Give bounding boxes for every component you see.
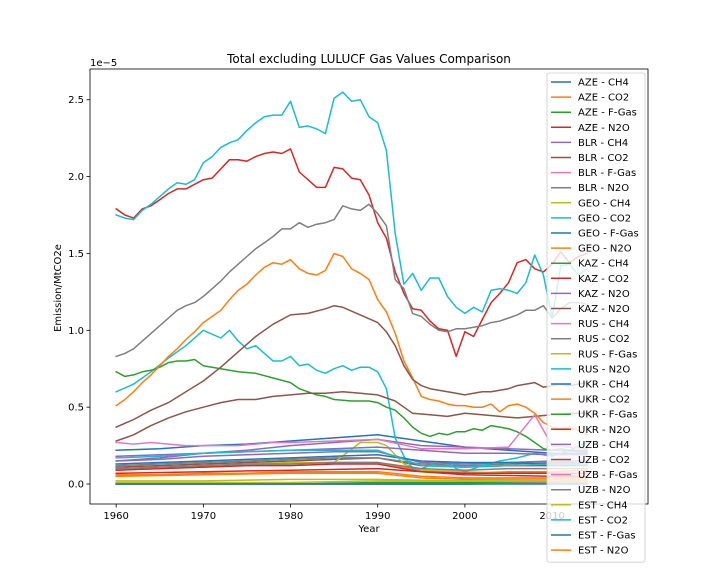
x-tick-label: 1990: [365, 511, 390, 522]
series-line-15: [115, 391, 588, 442]
legend-label: BLR - F-Gas: [578, 168, 636, 179]
legend-label: GEO - F-Gas: [578, 229, 639, 240]
axes-frame: [89, 68, 649, 505]
legend-label: UZB - F-Gas: [578, 470, 638, 481]
series-line-16: [115, 414, 588, 450]
x-axis-label: Year: [357, 524, 380, 535]
y-tick-label: 1.0: [68, 326, 84, 337]
legend-label: GEO - CO2: [578, 213, 631, 224]
legend-frame: [546, 72, 646, 563]
legend-label: UKR - CO2: [578, 395, 630, 406]
legend-label: GEO - N2O: [578, 244, 632, 255]
y-tick-label: 2.5: [68, 95, 84, 106]
series-line-17: [115, 203, 588, 358]
legend-label: EST - CH4: [578, 500, 628, 511]
chart-title: Total excluding LULUCF Gas Values Compar…: [226, 52, 511, 66]
legend-label: EST - CO2: [578, 515, 628, 526]
legend-label: KAZ - N2O: [578, 304, 630, 315]
y-axis-label: Emission/MtCO2e: [53, 244, 64, 332]
legend-label: UKR - CH4: [578, 380, 630, 391]
legend-label: KAZ - CO2: [578, 274, 629, 285]
series-line-31: [115, 470, 588, 479]
series-line-19: [115, 91, 589, 319]
legend-label: BLR - CH4: [578, 138, 628, 149]
legend-label: UKR - F-Gas: [578, 410, 638, 421]
series-line-25: [115, 304, 588, 429]
series-line-21: [115, 252, 589, 436]
legend-label: UZB - CH4: [578, 440, 630, 451]
legend-label: KAZ - CH4: [578, 259, 629, 270]
series-line-20: [115, 454, 588, 465]
legend-label: AZE - F-Gas: [578, 108, 637, 119]
series-line-29: [115, 449, 588, 468]
legend-label: BLR - CO2: [578, 153, 629, 164]
x-tick-label: 2000: [452, 511, 477, 522]
legend-label: UZB - N2O: [578, 485, 631, 496]
legend-label: EST - F-Gas: [578, 531, 636, 542]
legend-label: RUS - N2O: [578, 364, 630, 375]
series-line-23: [115, 463, 588, 475]
legend-label: AZE - N2O: [578, 123, 630, 134]
y-tick-label: 1.5: [68, 249, 84, 260]
series-line-12: [115, 358, 588, 451]
series-lines: [115, 91, 589, 485]
series-line-13: [115, 148, 588, 358]
legend-label: AZE - CO2: [578, 93, 629, 104]
x-tick-label: 1960: [103, 511, 128, 522]
legend-label: UKR - N2O: [578, 425, 631, 436]
legend-label: RUS - F-Gas: [578, 349, 637, 360]
x-tick-label: 1980: [278, 511, 303, 522]
legend-label: UZB - CO2: [578, 455, 630, 466]
legend-label: EST - N2O: [578, 546, 629, 557]
legend-label: KAZ - N2O: [578, 289, 630, 300]
legend-label: BLR - N2O: [578, 183, 629, 194]
series-line-27: [115, 461, 588, 471]
x-tick-label: 1970: [191, 511, 216, 522]
y-multiplier: 1e−5: [90, 58, 117, 69]
y-tick-label: 2.0: [68, 172, 84, 183]
legend-label: AZE - CH4: [578, 78, 629, 89]
legend: AZE - CH4 AZE - CO2 AZE - F-Gas AZE - N2O BL…: [546, 72, 646, 563]
y-tick-label: 0.5: [68, 403, 84, 414]
legend-label: RUS - CH4: [578, 319, 629, 330]
y-tick-label: 0.0: [68, 480, 84, 491]
legend-label: RUS - CO2: [578, 334, 630, 345]
legend-label: GEO - CH4: [578, 198, 631, 209]
plot-area: 1960197019801990200020100.00.51.01.52.02…: [68, 68, 649, 522]
series-line-7: [115, 457, 588, 467]
